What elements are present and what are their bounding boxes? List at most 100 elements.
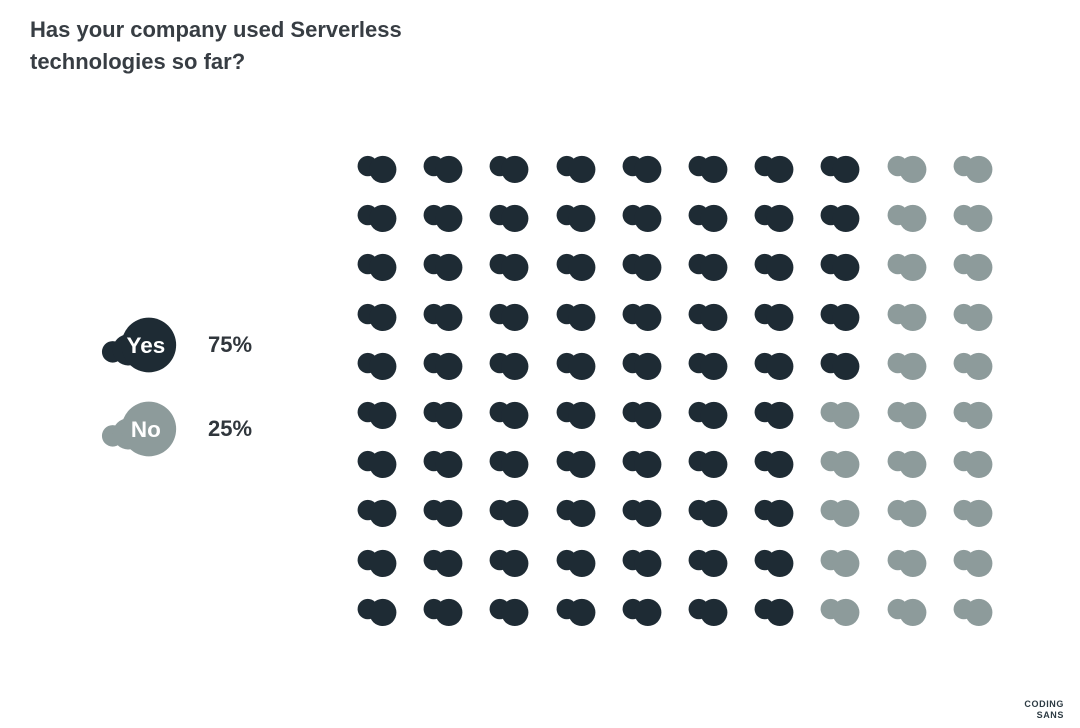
cloud-icon-yes bbox=[817, 152, 863, 185]
cloud-icon-no bbox=[950, 398, 996, 431]
cloud-icon-yes bbox=[354, 546, 400, 579]
cloud-icon-yes bbox=[751, 152, 797, 185]
cloud-icon-yes bbox=[553, 349, 599, 382]
cloud-icon-no bbox=[884, 546, 930, 579]
cloud-icon-yes bbox=[751, 546, 797, 579]
cloud-icon-yes bbox=[354, 447, 400, 480]
cloud-icon-yes bbox=[751, 398, 797, 431]
logo-text-top: CODING bbox=[1024, 699, 1064, 710]
cloud-icon-yes bbox=[685, 447, 731, 480]
cloud-icon-yes bbox=[486, 250, 532, 283]
cloud-icon-yes bbox=[486, 300, 532, 333]
cloud-icon-no bbox=[884, 349, 930, 382]
cloud-icon-yes bbox=[553, 300, 599, 333]
cloud-icon-yes bbox=[751, 349, 797, 382]
cloud-icon-yes bbox=[751, 250, 797, 283]
cloud-icon-no bbox=[817, 595, 863, 628]
cloud-icon-no bbox=[884, 447, 930, 480]
cloud-icon-yes bbox=[354, 201, 400, 234]
legend-label-yes: Yes bbox=[127, 333, 166, 358]
cloud-icon-yes bbox=[354, 398, 400, 431]
cloud-icon-no bbox=[950, 496, 996, 529]
cloud-icon-yes bbox=[420, 300, 466, 333]
pictogram-grid bbox=[344, 144, 1006, 636]
cloud-icon-yes bbox=[486, 349, 532, 382]
cloud-icon-yes bbox=[685, 300, 731, 333]
cloud-icon-yes bbox=[486, 546, 532, 579]
cloud-icon-yes bbox=[486, 496, 532, 529]
cloud-icon-no bbox=[950, 201, 996, 234]
cloud-icon-no bbox=[884, 152, 930, 185]
cloud-icon-yes bbox=[553, 546, 599, 579]
cloud-icon-yes bbox=[619, 496, 665, 529]
cloud-icon-yes bbox=[420, 250, 466, 283]
cloud-icon-no bbox=[950, 349, 996, 382]
cloud-icon-yes bbox=[420, 398, 466, 431]
cloud-icon-yes bbox=[354, 595, 400, 628]
cloud-icon-yes bbox=[685, 496, 731, 529]
cloud-icon-yes bbox=[619, 546, 665, 579]
cloud-icon-yes bbox=[817, 349, 863, 382]
cloud-icon-yes bbox=[553, 250, 599, 283]
cloud-icon-yes bbox=[553, 496, 599, 529]
cloud-icon-yes bbox=[685, 250, 731, 283]
cloud-icon-yes bbox=[486, 447, 532, 480]
cloud-icon-yes bbox=[619, 349, 665, 382]
cloud-icon-yes bbox=[553, 595, 599, 628]
cloud-icon-yes bbox=[751, 447, 797, 480]
cloud-icon-yes bbox=[354, 349, 400, 382]
cloud-icon-no bbox=[950, 595, 996, 628]
cloud-icon-yes bbox=[553, 201, 599, 234]
cloud-icon-yes bbox=[619, 201, 665, 234]
cloud-icon-yes bbox=[619, 300, 665, 333]
legend: Yes 75% No 25% bbox=[100, 314, 252, 460]
cloud-icon-yes bbox=[751, 300, 797, 333]
cloud-icon-yes bbox=[619, 447, 665, 480]
cloud-icon-yes bbox=[420, 595, 466, 628]
cloud-icon-yes bbox=[685, 546, 731, 579]
legend-label-no: No bbox=[131, 417, 161, 442]
cloud-icon-yes bbox=[420, 447, 466, 480]
cloud-icon-no bbox=[950, 300, 996, 333]
cloud-icon-yes bbox=[685, 398, 731, 431]
cloud-icon-no bbox=[884, 250, 930, 283]
cloud-icon-yes bbox=[420, 349, 466, 382]
cloud-icon-no bbox=[950, 152, 996, 185]
cloud-icon-yes bbox=[751, 595, 797, 628]
cloud-icon-yes bbox=[619, 398, 665, 431]
cloud-icon-yes bbox=[619, 152, 665, 185]
cloud-icon-yes bbox=[420, 201, 466, 234]
cloud-icon-yes bbox=[751, 201, 797, 234]
legend-value-yes: 75% bbox=[208, 332, 253, 357]
cloud-icon-yes bbox=[685, 201, 731, 234]
cloud-icon-no bbox=[817, 447, 863, 480]
cloud-icon-no bbox=[817, 546, 863, 579]
cloud-icon-no bbox=[950, 447, 996, 480]
yes-cloud-icon: Yes bbox=[101, 317, 177, 373]
legend-value-no: 25% bbox=[208, 416, 253, 441]
cloud-icon-yes bbox=[685, 595, 731, 628]
cloud-icon-yes bbox=[685, 349, 731, 382]
cloud-icon-yes bbox=[619, 250, 665, 283]
cloud-icon-yes bbox=[553, 152, 599, 185]
cloud-icon-yes bbox=[817, 300, 863, 333]
legend-item-no: No 25% bbox=[100, 398, 252, 460]
cloud-icon-no bbox=[884, 595, 930, 628]
no-cloud-icon: No bbox=[101, 401, 177, 457]
cloud-icon-no bbox=[817, 496, 863, 529]
cloud-icon-no bbox=[950, 546, 996, 579]
cloud-icon-yes bbox=[354, 300, 400, 333]
cloud-icon-yes bbox=[354, 152, 400, 185]
cloud-icon-yes bbox=[420, 546, 466, 579]
cloud-icon-yes bbox=[817, 201, 863, 234]
codingsans-logo: CODING SANS bbox=[1024, 699, 1064, 720]
cloud-icon-yes bbox=[619, 595, 665, 628]
legend-item-yes: Yes 75% bbox=[100, 314, 252, 376]
cloud-icon-yes bbox=[553, 398, 599, 431]
logo-text-bottom: SANS bbox=[1036, 709, 1064, 720]
cloud-icon-yes bbox=[420, 152, 466, 185]
cloud-icon-yes bbox=[486, 201, 532, 234]
cloud-icon-no bbox=[950, 250, 996, 283]
cloud-icon-yes bbox=[751, 496, 797, 529]
cloud-icon-no bbox=[817, 398, 863, 431]
